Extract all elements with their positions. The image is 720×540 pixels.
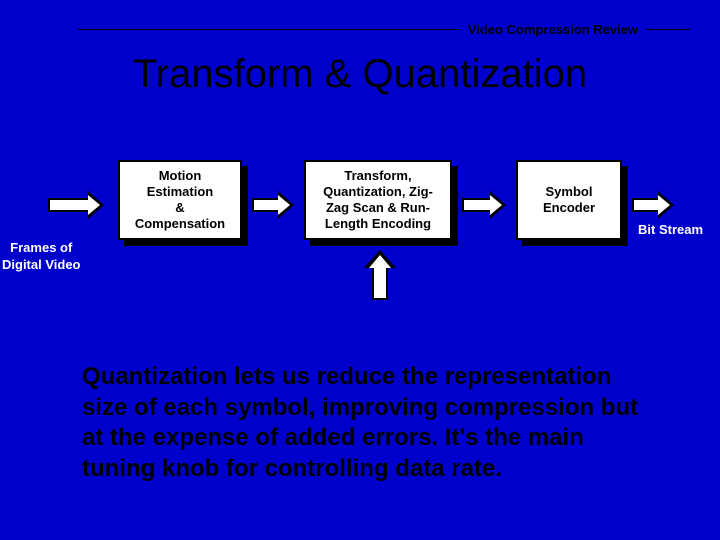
- box-transform-wrap: Transform,Quantization, Zig-Zag Scan & R…: [304, 160, 452, 240]
- box-symbol-wrap: SymbolEncoder: [516, 160, 622, 240]
- arrow-input: [48, 191, 104, 219]
- page-title: Transform & Quantization: [0, 52, 720, 97]
- header-line-right: [646, 29, 690, 30]
- header-label: Video Compression Review: [460, 22, 646, 37]
- box-motion-text: MotionEstimation&Compensation: [135, 168, 225, 233]
- box-motion-wrap: MotionEstimation&Compensation: [118, 160, 242, 240]
- pipeline-diagram: MotionEstimation&Compensation Transform,…: [0, 160, 720, 300]
- header-rule: Video Compression Review: [78, 22, 690, 37]
- arrow-highlight: [364, 250, 396, 300]
- arrow-output: [632, 191, 674, 219]
- box-symbol: SymbolEncoder: [516, 160, 622, 240]
- box-motion: MotionEstimation&Compensation: [118, 160, 242, 240]
- header-line-left: [78, 29, 460, 30]
- bitstream-label: Bit Stream: [638, 222, 703, 237]
- box-symbol-text: SymbolEncoder: [543, 184, 595, 217]
- arrow-1: [252, 191, 294, 219]
- box-transform: Transform,Quantization, Zig-Zag Scan & R…: [304, 160, 452, 240]
- box-transform-text: Transform,Quantization, Zig-Zag Scan & R…: [323, 168, 433, 233]
- body-text: Quantization lets us reduce the represen…: [82, 362, 640, 485]
- arrow-2: [462, 191, 506, 219]
- frames-label: Frames of Digital Video: [2, 240, 81, 274]
